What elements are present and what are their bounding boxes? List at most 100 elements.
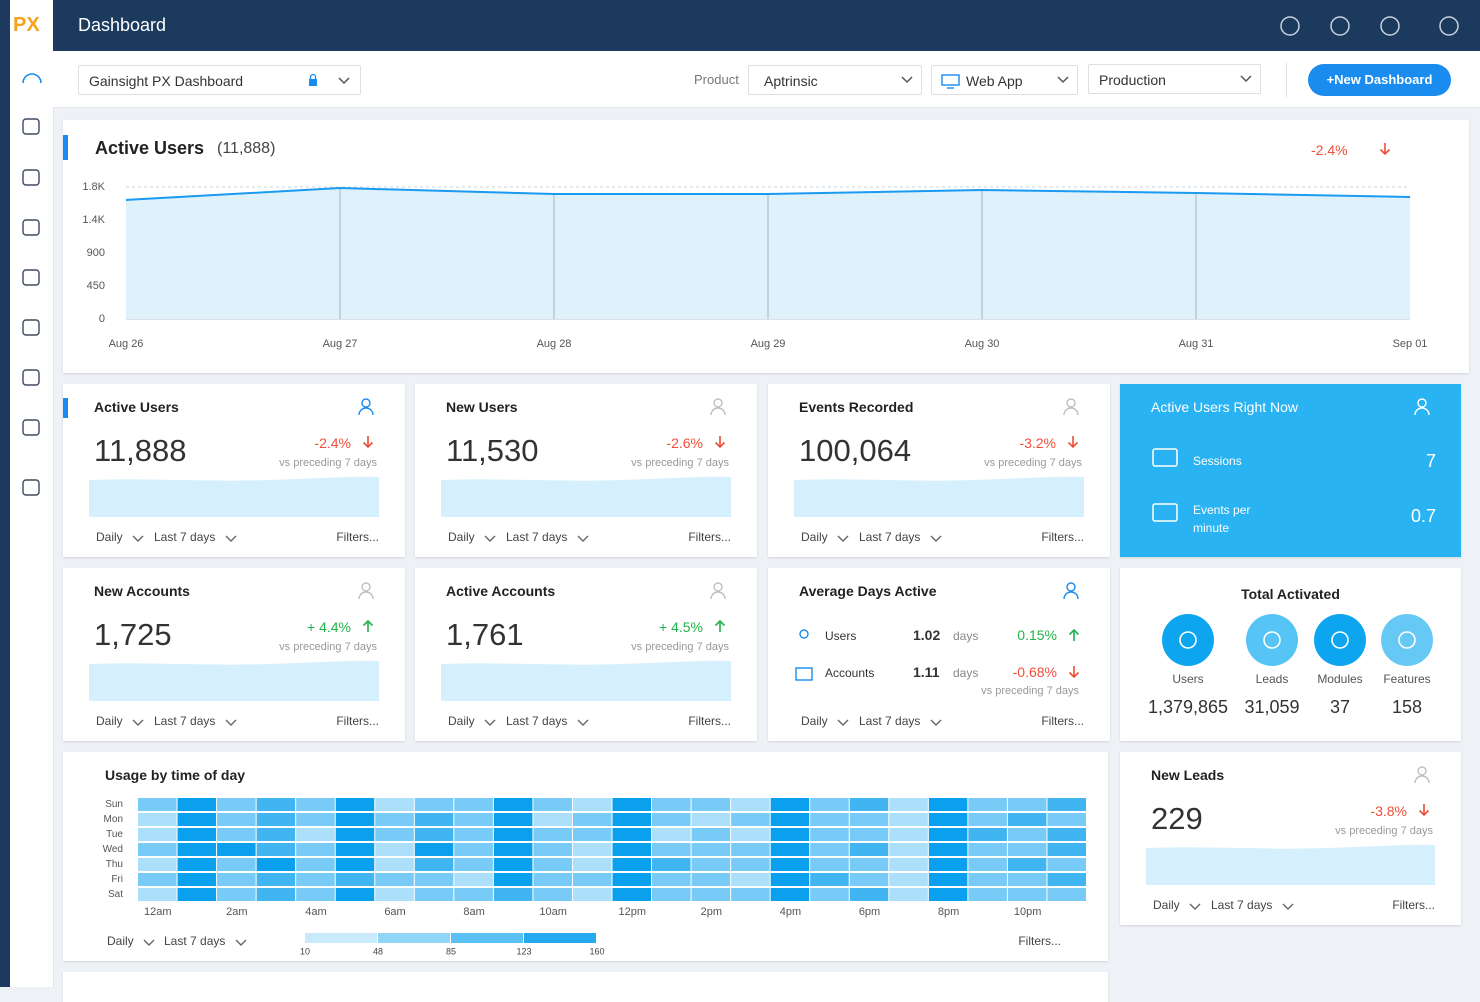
filters-link[interactable]: Filters... [688,530,731,544]
heat-cell [375,828,414,841]
monitor-icon [941,74,960,89]
interval-select[interactable]: Daily [448,714,475,728]
heat-cell [889,858,928,871]
range-select[interactable]: Last 7 days [1211,898,1273,912]
heat-cell [810,843,849,856]
arrow-shape [362,436,374,449]
active-users-chart-card: Active Users (11,888) -2.4% 0 450 900 1.4K 1.8K… [63,120,1469,373]
card-icon [710,582,726,600]
chevron-shape [930,535,942,542]
heat-cell [493,873,533,886]
card-change: -2.4% [314,435,351,451]
heat-cell [138,873,177,886]
heat-cell [454,828,493,841]
heat-cell [1047,873,1086,886]
filters-link[interactable]: Filters... [336,714,379,728]
heat-cell [770,828,810,841]
heat-cell [414,888,454,901]
row-icon [799,629,809,639]
heat-cell [335,828,375,841]
filters-link[interactable]: Filters... [1018,934,1061,948]
range-select[interactable]: Last 7 days [164,934,226,948]
heat-cell [849,828,889,841]
chevron [1240,75,1252,83]
item-value: 7 [1425,451,1436,471]
heat-cell [414,828,454,841]
arrow-up [1068,628,1080,641]
heat-cell [889,798,928,811]
range-select[interactable]: Last 7 days [506,714,568,728]
range-select[interactable]: Last 7 days [859,530,921,544]
x-tick-label: 2pm [701,906,722,918]
chevron-shape [577,719,589,726]
interval-select[interactable]: Daily [801,714,828,728]
toolbar: Gainsight PX Dashboard Product Aptrinsic… [53,51,1480,108]
filters-link[interactable]: Filters... [1041,714,1084,728]
heat-cell [810,888,849,901]
app-select[interactable]: Web App [931,65,1078,95]
legend-tick-label: 85 [446,946,456,956]
sparkline [1146,844,1435,885]
heat-cell [217,873,256,886]
item-icon [1152,503,1178,522]
y-tick-label: 0 [99,313,105,325]
activated-circle [1381,614,1433,666]
heat-cell [217,843,256,856]
y-tick-label: 450 [87,280,105,292]
card-change: -3.2% [1019,435,1056,451]
item-label: Events per minute [1193,503,1251,535]
interval-select[interactable]: Daily [1153,898,1180,912]
arrow-shape [1379,143,1391,156]
metric-card: New Users 11,530 -2.6% vs preceding 7 days D… [415,384,757,557]
chart-total: (11,888) [217,140,276,157]
interval-select[interactable]: Daily [448,530,475,544]
x-tick-label: Aug 30 [965,338,1000,350]
heat-cell [652,828,691,841]
activated-label: Users [1172,672,1204,686]
heat-cell [572,798,612,811]
frame [0,0,10,987]
filters-link[interactable]: Filters... [1041,530,1084,544]
range-select[interactable]: Last 7 days [859,714,921,728]
filters-link[interactable]: Filters... [1392,898,1435,912]
new-dashboard-button[interactable]: +New Dashboard [1308,64,1451,96]
range-select[interactable]: Last 7 days [154,530,216,544]
chevron-shape [577,535,589,542]
logo: PX [13,14,40,36]
heat-cell [968,813,1007,826]
card-value: 1,725 [94,617,172,652]
dashboard-select[interactable]: Gainsight PX Dashboard [78,65,361,95]
environment-select[interactable]: Production [1088,64,1261,94]
heat-cell [731,828,770,841]
range-select[interactable]: Last 7 days [154,714,216,728]
card-note: vs preceding 7 days [279,641,377,653]
heat-cell [454,858,493,871]
heat-cell [217,828,256,841]
arrow-shape [1067,436,1079,449]
header-icon [1280,16,1300,36]
interval-select[interactable]: Daily [96,714,123,728]
dashboard-name: Gainsight PX Dashboard [89,73,244,89]
heat-cell [493,798,533,811]
row-label: Tue [106,829,123,840]
legend-swatch [305,933,377,943]
right-now-card: Active Users Right Now Sessions 7 Events pe… [1120,384,1461,557]
interval-select[interactable]: Daily [96,530,123,544]
heat-cell [454,843,493,856]
interval-select[interactable]: Daily [107,934,134,948]
interval-select[interactable]: Daily [801,530,828,544]
x-tick-label: 10am [539,906,567,918]
heat-cell [177,888,217,901]
product-select[interactable]: Aptrinsic [748,65,922,95]
range-select[interactable]: Last 7 days [506,530,568,544]
heat-cell [849,813,889,826]
filters-link[interactable]: Filters... [336,530,379,544]
activated-icon [1314,614,1366,666]
arrow-shape [714,619,726,632]
arrow-shape [1418,804,1430,817]
row-change: -0.68% [1012,664,1057,680]
heat-cell [296,798,335,811]
card-note: vs preceding 7 days [279,457,377,469]
activated-circle [1162,614,1214,666]
filters-link[interactable]: Filters... [688,714,731,728]
